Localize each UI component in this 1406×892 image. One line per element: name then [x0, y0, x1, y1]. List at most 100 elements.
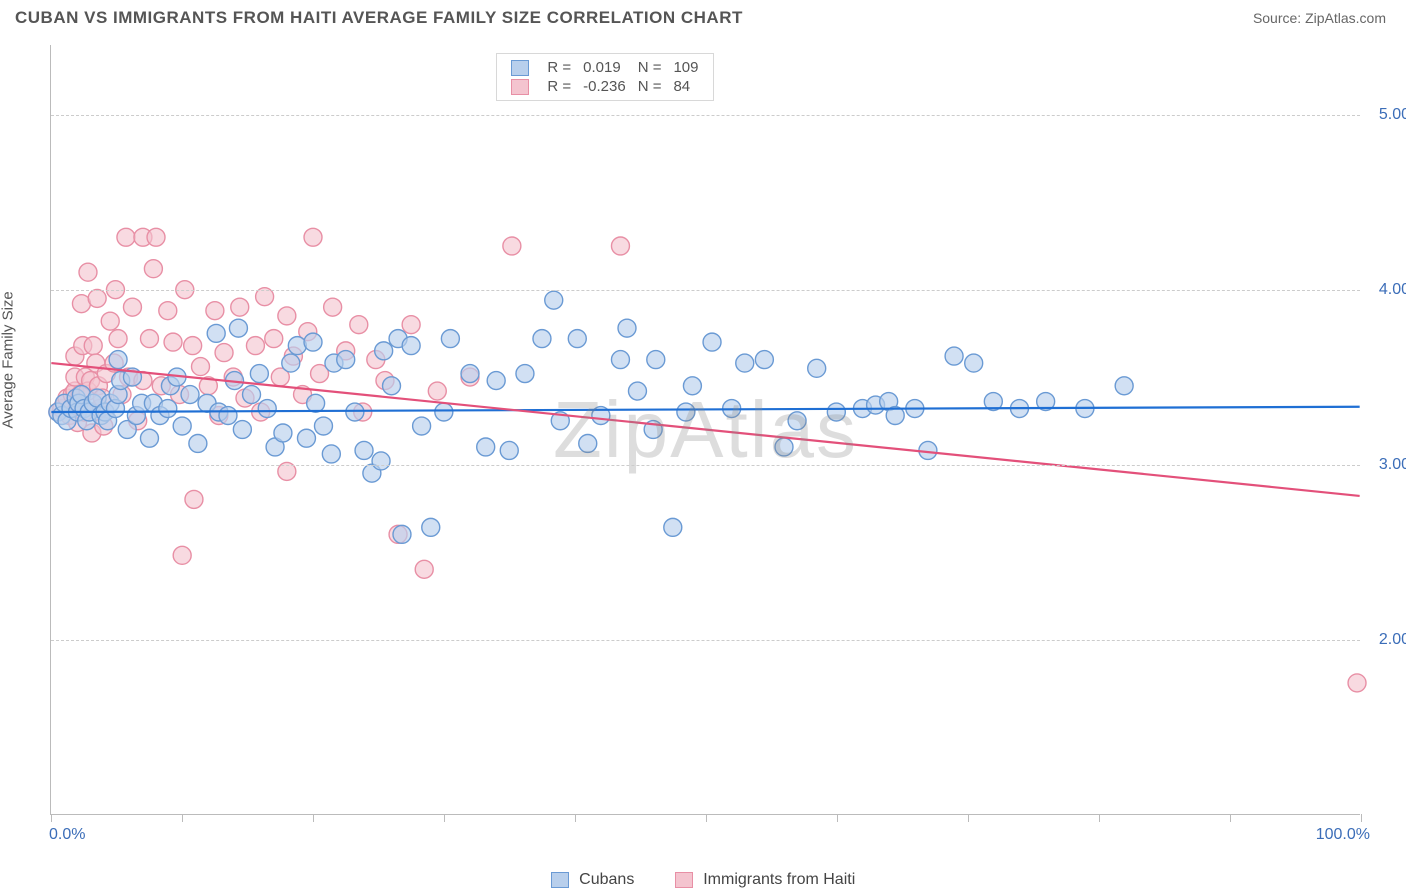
- source-label: Source: ZipAtlas.com: [1253, 10, 1386, 26]
- data-point: [428, 382, 446, 400]
- data-point: [189, 434, 207, 452]
- x-label-right: 100.0%: [1316, 826, 1370, 844]
- data-point: [206, 302, 224, 320]
- data-point: [487, 372, 505, 390]
- data-point: [181, 386, 199, 404]
- data-point: [140, 429, 158, 447]
- x-tick: [444, 814, 445, 822]
- y-axis-title: Average Family Size: [0, 291, 17, 428]
- data-point: [88, 289, 106, 307]
- data-point: [109, 351, 127, 369]
- title-bar: CUBAN VS IMMIGRANTS FROM HAITI AVERAGE F…: [0, 0, 1406, 36]
- data-point: [755, 351, 773, 369]
- data-point: [123, 298, 141, 316]
- data-point: [185, 490, 203, 508]
- n-value-cubans: 109: [667, 58, 704, 77]
- data-point: [579, 434, 597, 452]
- data-point: [533, 330, 551, 348]
- legend-row-haiti: R = -0.236 N = 84: [505, 77, 704, 96]
- data-point: [788, 412, 806, 430]
- legend-item-cubans: Cubans: [551, 871, 635, 889]
- chart-area: ZipAtlas R = 0.019 N = 109 R = -0.236 N …: [50, 45, 1360, 815]
- data-point: [159, 400, 177, 418]
- data-point: [461, 365, 479, 383]
- n-label: N =: [632, 58, 668, 77]
- data-point: [278, 307, 296, 325]
- data-point: [324, 298, 342, 316]
- x-label-left: 0.0%: [49, 826, 85, 844]
- data-point: [229, 319, 247, 337]
- x-tick: [706, 814, 707, 822]
- data-point: [84, 337, 102, 355]
- data-point: [173, 546, 191, 564]
- legend-row-cubans: R = 0.019 N = 109: [505, 58, 704, 77]
- data-point: [314, 417, 332, 435]
- x-tick: [313, 814, 314, 822]
- x-tick: [51, 814, 52, 822]
- data-point: [288, 337, 306, 355]
- data-point: [402, 316, 420, 334]
- data-point: [683, 377, 701, 395]
- gridline-h: [51, 290, 1360, 291]
- gridline-h: [51, 640, 1360, 641]
- data-point: [192, 358, 210, 376]
- data-point: [147, 228, 165, 246]
- data-point: [304, 333, 322, 351]
- data-point: [140, 330, 158, 348]
- data-point: [703, 333, 721, 351]
- data-point: [415, 560, 433, 578]
- gridline-h: [51, 465, 1360, 466]
- data-point: [808, 359, 826, 377]
- data-point: [173, 417, 191, 435]
- data-point: [1115, 377, 1133, 395]
- n-label: N =: [632, 77, 668, 96]
- data-point: [101, 312, 119, 330]
- data-point: [516, 365, 534, 383]
- data-point: [775, 438, 793, 456]
- data-point: [117, 228, 135, 246]
- legend-item-haiti: Immigrants from Haiti: [675, 871, 855, 889]
- data-point: [545, 291, 563, 309]
- data-point: [250, 365, 268, 383]
- data-point: [144, 260, 162, 278]
- data-point: [297, 429, 315, 447]
- data-point: [164, 333, 182, 351]
- data-point: [503, 237, 521, 255]
- data-point: [413, 417, 431, 435]
- data-point: [402, 337, 420, 355]
- data-point: [677, 403, 695, 421]
- x-tick: [1361, 814, 1362, 822]
- data-point: [393, 525, 411, 543]
- data-point: [422, 518, 440, 536]
- data-point: [372, 452, 390, 470]
- data-point: [159, 302, 177, 320]
- gridline-h: [51, 115, 1360, 116]
- y-tick-label: 2.00: [1362, 631, 1406, 649]
- r-label: R =: [541, 77, 577, 96]
- swatch-cubans-bottom: [551, 872, 569, 888]
- data-point: [337, 351, 355, 369]
- data-point: [647, 351, 665, 369]
- data-point: [274, 424, 292, 442]
- data-point: [265, 330, 283, 348]
- data-point: [441, 330, 459, 348]
- data-point: [618, 319, 636, 337]
- data-point: [355, 441, 373, 459]
- r-label: R =: [541, 58, 577, 77]
- n-value-haiti: 84: [667, 77, 704, 96]
- legend-label-haiti: Immigrants from Haiti: [703, 871, 855, 888]
- data-point: [611, 237, 629, 255]
- swatch-cubans: [511, 60, 529, 76]
- data-point: [219, 407, 237, 425]
- data-point: [350, 316, 368, 334]
- data-point: [304, 228, 322, 246]
- data-point: [568, 330, 586, 348]
- data-point: [207, 324, 225, 342]
- data-point: [628, 382, 646, 400]
- scatter-plot: [51, 45, 1360, 814]
- data-point: [1348, 674, 1366, 692]
- data-point: [611, 351, 629, 369]
- swatch-haiti-bottom: [675, 872, 693, 888]
- data-point: [736, 354, 754, 372]
- x-tick: [837, 814, 838, 822]
